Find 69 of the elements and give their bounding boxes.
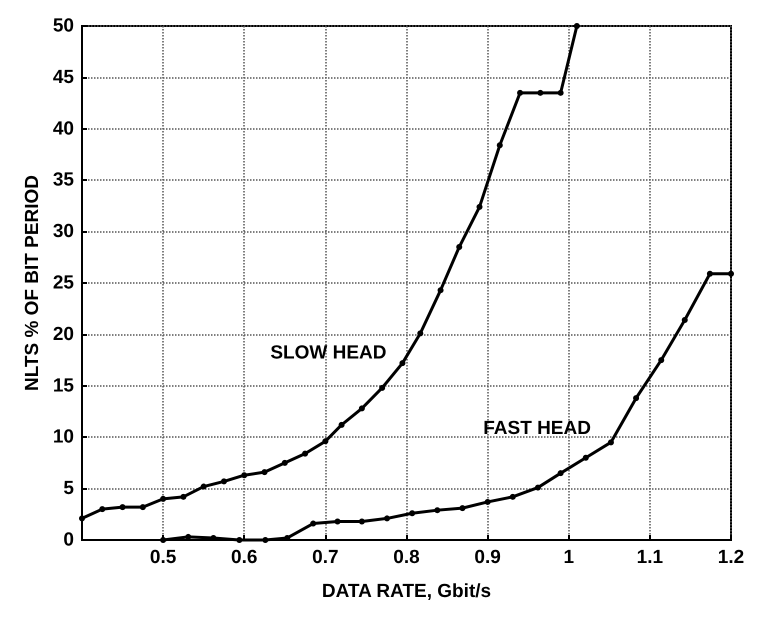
point <box>658 357 664 364</box>
x-tick-label: 0.6 <box>231 547 258 568</box>
y-tick-label: 40 <box>52 118 74 140</box>
y-tick-label: 5 <box>63 478 74 500</box>
point <box>99 506 106 512</box>
point <box>241 472 248 478</box>
point <box>358 405 365 412</box>
y-tick-label: 10 <box>52 426 74 448</box>
point <box>262 537 268 543</box>
point <box>399 360 406 366</box>
point <box>517 90 524 96</box>
point <box>682 317 688 324</box>
y-tick-label: 0 <box>63 530 74 550</box>
point <box>338 422 345 428</box>
point <box>476 204 483 210</box>
point <box>180 494 186 500</box>
point <box>438 287 444 294</box>
series-label: FAST HEAD <box>483 418 591 439</box>
point <box>79 515 85 522</box>
x-tick-label: 1.1 <box>636 547 664 568</box>
x-tick-label: 0.5 <box>150 547 177 568</box>
point <box>140 504 146 510</box>
x-tick-label: 0.8 <box>393 547 420 568</box>
point <box>456 244 462 250</box>
y-axis-title: NLTS % OF BIT PERIOD <box>22 174 43 392</box>
point <box>379 384 386 391</box>
point <box>608 439 614 446</box>
point <box>120 504 126 510</box>
y-tick-label: 45 <box>52 66 74 88</box>
point <box>417 330 424 336</box>
y-tick-label: 50 <box>52 16 74 36</box>
point <box>262 469 268 476</box>
point <box>574 23 580 29</box>
point <box>706 270 713 277</box>
point <box>459 505 466 512</box>
y-tick-label: 20 <box>52 324 74 345</box>
point <box>510 494 516 500</box>
point <box>384 515 390 522</box>
point <box>484 498 491 505</box>
y-tick-label: 25 <box>52 272 74 294</box>
point <box>537 90 544 96</box>
point <box>633 395 640 402</box>
x-tick-label: 0.9 <box>474 547 501 568</box>
point <box>322 438 328 444</box>
point <box>302 450 308 457</box>
point <box>220 478 227 484</box>
y-tick-label: 35 <box>52 170 74 191</box>
y-tick-label: 30 <box>52 221 74 242</box>
x-tick-label: 1 <box>563 547 574 568</box>
point <box>160 496 166 502</box>
x-axis-title: DATA RATE, Gbit/s <box>322 581 492 602</box>
point <box>282 460 288 466</box>
point <box>728 270 734 277</box>
point <box>582 454 589 461</box>
x-tick-label: 0.7 <box>312 547 339 568</box>
point <box>434 507 440 514</box>
x-tick-label: 1.2 <box>718 547 744 568</box>
y-tick-label: 15 <box>52 375 74 396</box>
point <box>358 518 365 524</box>
point <box>310 520 316 527</box>
point <box>409 510 416 516</box>
point <box>334 518 341 524</box>
point <box>496 142 503 148</box>
point <box>236 537 242 543</box>
point <box>558 90 564 96</box>
point <box>558 470 564 476</box>
series-label: SLOW HEAD <box>270 342 386 364</box>
point <box>534 484 541 491</box>
point <box>200 484 207 490</box>
